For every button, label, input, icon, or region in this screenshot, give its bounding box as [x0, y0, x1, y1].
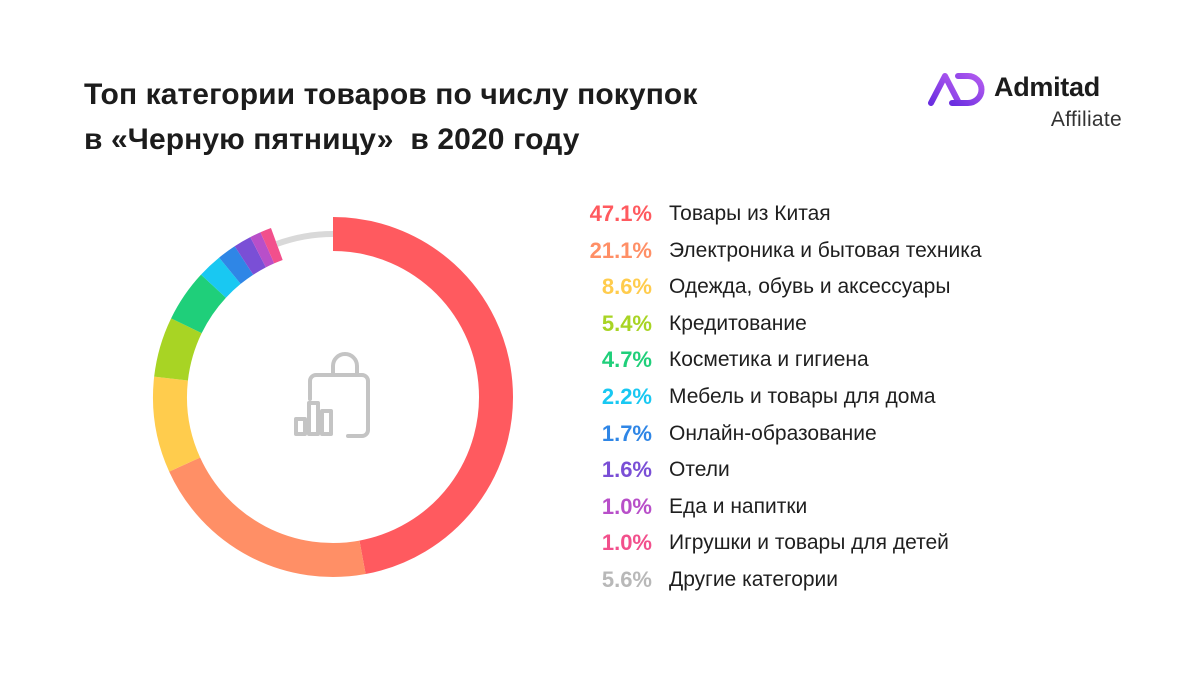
legend-percent: 5.4%	[601, 310, 652, 336]
donut-slice-4	[154, 318, 202, 381]
donut-slice-9	[250, 232, 275, 268]
legend-percent: 5.6%	[601, 566, 652, 592]
legend-percent: 21.1%	[589, 237, 652, 263]
legend-label: Еда и напитки	[669, 494, 808, 518]
legend-item: 8.6% Одежда, обувь и аксессуары	[560, 269, 1120, 306]
legend-percent: 1.0%	[601, 493, 652, 519]
donut-slice-10	[260, 228, 283, 264]
legend-label: Товары из Китая	[669, 202, 831, 225]
chart-title-line-2: в «Черную пятницу» в 2020 году	[84, 123, 580, 156]
donut-slice-11	[275, 231, 334, 247]
legend-item: 1.0% Игрушки и товары для детей	[560, 525, 1120, 562]
legend-item: 2.2% Мебель и товары для дома	[560, 379, 1120, 416]
chart-title-line-1: Топ категории товаров по числу покупок	[84, 78, 698, 111]
legend-percent: 1.7%	[601, 420, 652, 446]
legend-label: Игрушки и товары для детей	[669, 531, 949, 555]
legend-percent: 1.6%	[601, 457, 652, 483]
donut-slice-1	[332, 217, 513, 575]
legend-item: 4.7% Косметика и гигиена	[560, 342, 1120, 379]
logo-brand-name: Admitad	[994, 72, 1100, 102]
legend-percent: 2.2%	[601, 383, 652, 409]
donut-slice-8	[234, 237, 267, 275]
legend-label: Электроника и бытовая техника	[669, 238, 982, 262]
legend-item: 1.0% Еда и напитки	[560, 489, 1120, 526]
legend-label: Другие категории	[669, 567, 839, 591]
legend-item: 1.6% Отели	[560, 452, 1120, 489]
admitad-ad-logo-icon	[928, 73, 985, 106]
legend-item: 1.7% Онлайн-образование	[560, 416, 1120, 453]
legend-item: 47.1% Товары из Китая	[560, 196, 1120, 233]
legend-label: Кредитование	[669, 311, 807, 335]
admitad-logo: Admitad Affiliate	[928, 70, 1128, 134]
legend-percent: 4.7%	[601, 347, 652, 373]
legend-percent: 47.1%	[589, 201, 652, 226]
donut-slices	[153, 217, 513, 577]
shopping-bag-bar-chart-icon	[294, 352, 370, 438]
donut-slice-5	[171, 274, 227, 334]
legend-item: 5.6% Другие категории	[560, 562, 1120, 599]
legend-label: Мебель и товары для дома	[669, 384, 936, 408]
legend-label: Онлайн-образование	[669, 421, 877, 445]
legend-item: 5.4% Кредитование	[560, 306, 1120, 343]
legend-percent: 8.6%	[601, 274, 652, 300]
chart-title: Топ категории товаров по числу покупок в…	[84, 72, 697, 162]
legend-label: Одежда, обувь и аксессуары	[669, 275, 951, 299]
legend-label: Косметика и гигиена	[669, 348, 869, 372]
donut-slice-7	[219, 246, 254, 285]
donut-slice-2	[169, 457, 366, 577]
legend-percent: 1.0%	[601, 530, 652, 556]
chart-legend: 47.1% Товары из Китая 21.1% Электроника и б…	[560, 196, 1120, 599]
logo-subtitle: Affiliate	[1050, 108, 1122, 131]
legend-label: Отели	[669, 458, 730, 482]
donut-slice-6	[201, 257, 241, 298]
donut-slice-3	[153, 376, 201, 472]
legend-item: 21.1% Электроника и бытовая техника	[560, 233, 1120, 270]
